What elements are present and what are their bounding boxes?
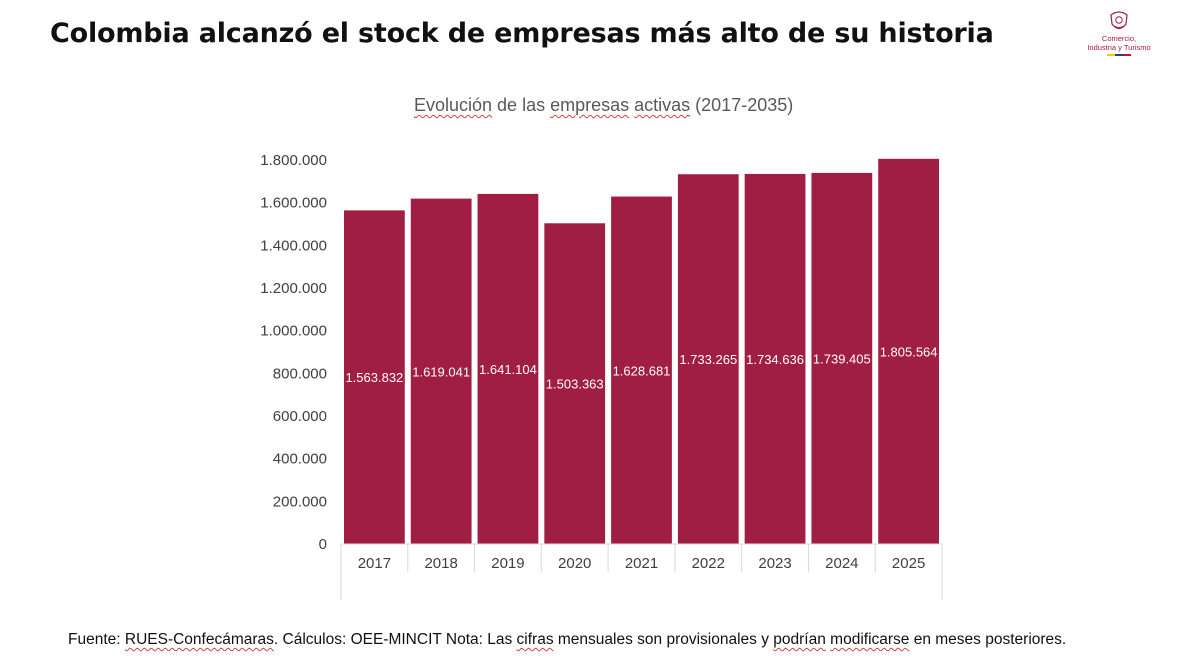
logo-line-2: Industria y Turismo <box>1087 43 1151 52</box>
bar <box>544 223 606 544</box>
flag-yellow-stripe <box>1107 54 1115 56</box>
bar <box>344 210 405 544</box>
bar-value-label: 1.805.564 <box>880 344 938 359</box>
y-tick-label: 1.000.000 <box>260 323 327 340</box>
coat-of-arms-icon <box>1110 11 1128 30</box>
y-tick-label: 800.000 <box>273 365 327 382</box>
x-category-label: 2024 <box>825 555 858 572</box>
x-category-label: 2019 <box>491 555 524 572</box>
y-tick-label: 400.000 <box>273 451 327 468</box>
footer-text: podrían <box>773 631 826 648</box>
footer-text: modificarse <box>830 631 910 648</box>
source-note: Fuente: RUES-Confecámaras. Cálculos: OEE… <box>68 631 1066 649</box>
page-title: Colombia alcanzó el stock de empresas má… <box>50 18 994 49</box>
bar <box>410 198 472 544</box>
y-tick-label: 600.000 <box>273 408 327 425</box>
y-tick-label: 1.600.000 <box>260 195 327 212</box>
chart-title: Evolución de las empresas activas (2017-… <box>414 95 793 116</box>
y-tick-label: 200.000 <box>273 493 327 510</box>
x-category-label: 2018 <box>424 555 457 572</box>
x-category-label: 2020 <box>558 555 591 572</box>
footer-text: mensuales son provisionales y <box>553 631 774 648</box>
footer-text: en meses posteriores. <box>909 631 1067 648</box>
bar <box>811 172 873 544</box>
chart-title-word: empresas <box>550 95 630 115</box>
bar-value-label: 1.628.681 <box>613 363 671 378</box>
bar-value-label: 1.503.363 <box>546 377 604 392</box>
bar-value-label: 1.563.832 <box>345 370 403 385</box>
ministry-logo: Comercio, Industria y Turismo <box>1078 10 1160 56</box>
x-category-label: 2021 <box>625 555 658 572</box>
bar-value-label: 1.739.405 <box>813 351 871 366</box>
flag-blue-stripe <box>1115 54 1123 56</box>
footer-text: RUES-Confecámaras <box>124 631 274 648</box>
y-tick-label: 1.200.000 <box>260 280 327 297</box>
x-category-label: 2025 <box>892 555 925 572</box>
flag-red-stripe <box>1123 54 1131 56</box>
bar <box>878 158 939 544</box>
footer-text: . Cálculos: OEE-MINCIT Nota: Las <box>273 631 517 648</box>
y-tick-label: 0 <box>319 536 327 553</box>
chart-title-word: (2017-2035) <box>690 95 794 115</box>
chart-title-word: activas <box>634 95 691 115</box>
bar <box>744 173 806 544</box>
bar <box>611 196 672 545</box>
chart-title-word: Evolución <box>414 95 493 115</box>
x-category-label: 2017 <box>358 555 391 572</box>
logo-line-1: Comercio, <box>1101 34 1137 43</box>
footer-text: cifras <box>516 631 554 648</box>
chart-title-word: de las <box>492 95 551 115</box>
bar-value-label: 1.619.041 <box>412 364 470 379</box>
y-tick-label: 1.400.000 <box>260 237 327 254</box>
bar <box>677 174 739 544</box>
flag-stripe <box>1078 54 1160 56</box>
bar-value-label: 1.641.104 <box>479 362 537 377</box>
bar-value-label: 1.734.636 <box>746 352 804 367</box>
x-category-label: 2022 <box>692 555 725 572</box>
x-category-label: 2023 <box>758 555 791 572</box>
y-tick-label: 1.800.000 <box>260 152 327 169</box>
bar-value-label: 1.733.265 <box>679 352 737 367</box>
footer-text: Fuente: <box>68 631 125 648</box>
bar <box>477 193 539 544</box>
